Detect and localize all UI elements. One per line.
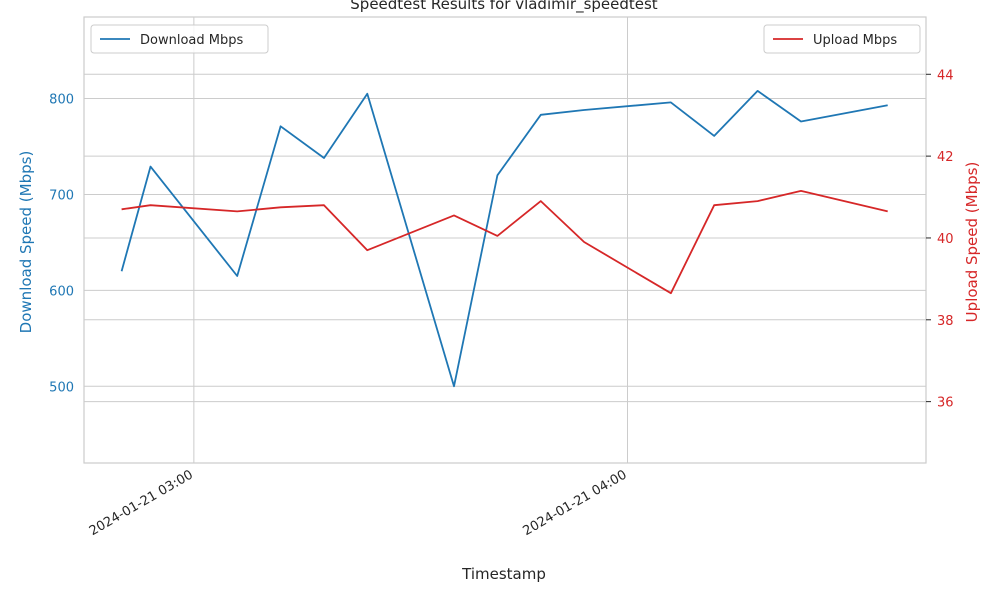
right-tick-label: 44 <box>937 68 954 83</box>
plot-frame <box>83 16 927 464</box>
grid-lines <box>84 17 926 463</box>
right-tick-label: 38 <box>937 314 954 329</box>
legend-download-label: Download Mbps <box>140 33 243 48</box>
left-tick-label: 700 <box>49 188 74 203</box>
right-axis-ticks: 36 38 40 42 44 <box>926 68 954 411</box>
left-tick-label: 800 <box>49 93 74 108</box>
legend-upload-label: Upload Mbps <box>813 33 897 48</box>
x-tick-label: 2024-01-21 04:00 <box>521 467 630 539</box>
chart-title: Speedtest Results for vladimir_speedtest <box>350 0 658 14</box>
download-series-line <box>120 90 888 388</box>
right-tick-label: 42 <box>937 150 954 165</box>
right-tick-label: 36 <box>937 396 954 411</box>
x-tick-label: 2024-01-21 03:00 <box>87 467 196 539</box>
legend-upload-box <box>763 24 921 54</box>
right-tick-label: 40 <box>937 232 954 247</box>
legend-upload: Upload Mbps <box>763 24 921 54</box>
left-y-axis-label: Download Speed (Mbps) <box>17 151 35 334</box>
x-axis-ticks: 2024-01-21 03:00 2024-01-21 04:00 <box>87 467 630 539</box>
left-tick-label: 600 <box>49 284 74 299</box>
upload-series-line <box>121 189 888 295</box>
left-tick-label: 500 <box>49 380 74 395</box>
x-axis-label: Timestamp <box>461 565 546 583</box>
legend-download: Download Mbps <box>90 24 269 54</box>
legend-download-box <box>90 24 269 54</box>
right-y-axis-label: Upload Speed (Mbps) <box>963 162 981 323</box>
series-layer <box>120 90 888 388</box>
left-axis-ticks: 500 600 700 800 <box>49 93 74 396</box>
